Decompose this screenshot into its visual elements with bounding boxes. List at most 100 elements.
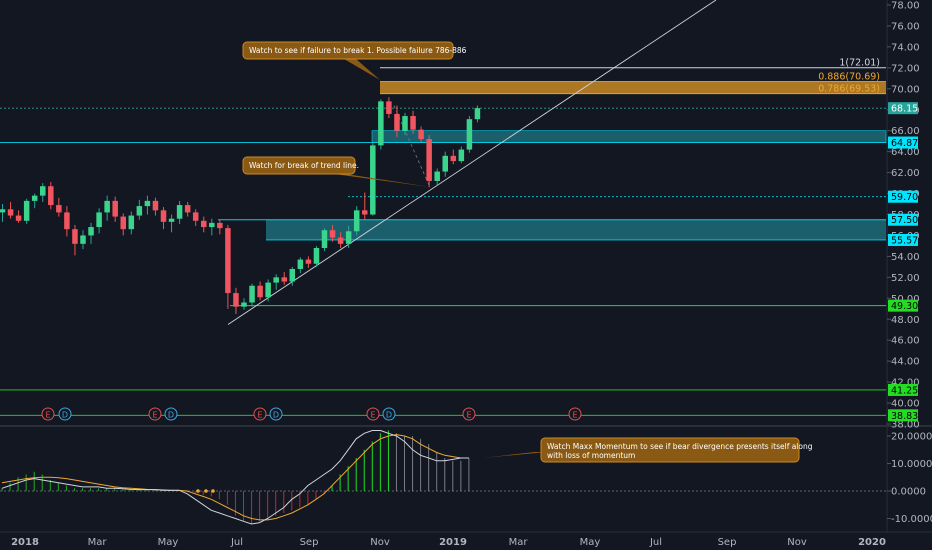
event-marker-circle <box>568 407 582 421</box>
candle-body <box>305 259 312 264</box>
time-tick-label: Sep <box>718 537 737 548</box>
callout-text: with loss of momentum <box>547 451 635 460</box>
callout-text: Watch for break of trend line. <box>249 161 359 170</box>
candle-body <box>176 205 183 219</box>
price-tick-label: 66.00 <box>891 126 920 137</box>
candle-body <box>313 248 320 264</box>
candle-body <box>450 155 457 162</box>
candle-body <box>88 227 94 236</box>
event-marker-circle <box>366 407 380 421</box>
event-marker-circle <box>41 407 55 421</box>
candle-body <box>168 218 175 222</box>
price-zone <box>372 130 886 143</box>
event-marker-circle <box>164 407 178 421</box>
event-marker: D <box>269 407 283 421</box>
candle-body <box>128 215 135 230</box>
fib-level-label: 0.786(69.53) <box>818 84 880 95</box>
event-marker: E <box>366 407 380 421</box>
candle-body <box>249 285 255 303</box>
event-marker-letter: D <box>273 411 279 420</box>
candle-body <box>64 212 70 230</box>
candle-body <box>136 206 143 216</box>
momentum-tick-label: 10.0000 <box>891 459 932 470</box>
price-label-bg <box>888 383 918 396</box>
event-marker-letter: E <box>152 411 157 420</box>
price-label: 57.50 <box>891 215 918 226</box>
event-marker-letter: D <box>168 411 174 420</box>
price-tick-label: 72.00 <box>891 63 920 74</box>
price-tick-label: 48.00 <box>891 315 920 326</box>
callout-box <box>540 437 800 463</box>
trend-line <box>227 0 717 325</box>
price-tick-label: 38.00 <box>891 420 920 431</box>
candle-body <box>321 230 328 249</box>
price-tick-label: 52.00 <box>891 273 920 284</box>
event-marker: E <box>568 407 582 421</box>
price-label: 38.83 <box>891 411 918 422</box>
momentum-tick-label: -10.0000 <box>891 514 932 525</box>
event-marker-letter: E <box>466 411 471 420</box>
price-zone <box>380 81 886 94</box>
time-tick-label: Nov <box>370 537 390 548</box>
candle-body <box>297 259 304 269</box>
candle-body <box>96 212 102 228</box>
candle-body <box>31 195 38 201</box>
event-marker: D <box>382 407 396 421</box>
candle-body <box>345 231 352 244</box>
candle-body <box>418 129 424 140</box>
candle-body <box>7 209 14 216</box>
time-tick-label: Jul <box>230 537 243 548</box>
event-marker: E <box>462 407 476 421</box>
price-label-bg <box>888 299 918 312</box>
candle-body <box>225 228 231 294</box>
candle-body <box>160 210 167 222</box>
candle-body <box>353 210 360 232</box>
callout-pointer <box>334 174 430 187</box>
candle-body <box>337 237 344 244</box>
event-marker-letter: E <box>370 411 375 420</box>
candle-body <box>289 268 296 282</box>
price-label-bg <box>888 213 918 226</box>
event-marker-circle <box>58 407 72 421</box>
price-zone <box>266 219 886 240</box>
price-tick-label: 44.00 <box>891 357 920 368</box>
candle-body <box>434 171 440 181</box>
momentum-fast-line <box>1 430 469 525</box>
candle-body <box>80 235 86 244</box>
candle-body <box>144 200 151 207</box>
candle-body <box>40 186 46 196</box>
price-label: 68.15 <box>891 104 918 115</box>
price-label: 55.57 <box>891 235 918 246</box>
momentum-slow-line <box>1 434 469 521</box>
momentum-tick-label: 0.0000 <box>891 487 926 498</box>
candle-body <box>370 145 376 215</box>
candle-body <box>184 205 191 213</box>
momentum-dot <box>196 489 200 493</box>
price-tick-label: 50.00 <box>891 294 920 305</box>
candle-body <box>329 230 336 238</box>
candle-body <box>120 216 126 230</box>
event-marker-circle <box>253 407 267 421</box>
price-label: 49.30 <box>891 301 918 312</box>
candle-body <box>112 200 118 217</box>
candle-body <box>257 285 263 298</box>
candle-body <box>426 139 432 181</box>
candle-body <box>104 200 110 213</box>
price-label: 64.87 <box>891 138 918 149</box>
price-label-bg <box>888 190 918 203</box>
candle-body <box>402 116 408 131</box>
candle-body <box>48 186 54 206</box>
price-tick-label: 40.00 <box>891 399 920 410</box>
time-tick-label: May <box>158 537 179 548</box>
price-tick-label: 42.00 <box>891 378 920 389</box>
annotation-momentum: Watch Maxx Momentum to see if bear diver… <box>482 437 813 463</box>
candle-body <box>458 149 465 162</box>
price-tick-label: 74.00 <box>891 42 920 53</box>
price-tick-label: 70.00 <box>891 84 920 95</box>
candle-body <box>152 200 159 211</box>
event-marker-letter: E <box>257 411 262 420</box>
event-marker-letter: D <box>386 411 392 420</box>
price-label: 59.70 <box>891 192 918 203</box>
